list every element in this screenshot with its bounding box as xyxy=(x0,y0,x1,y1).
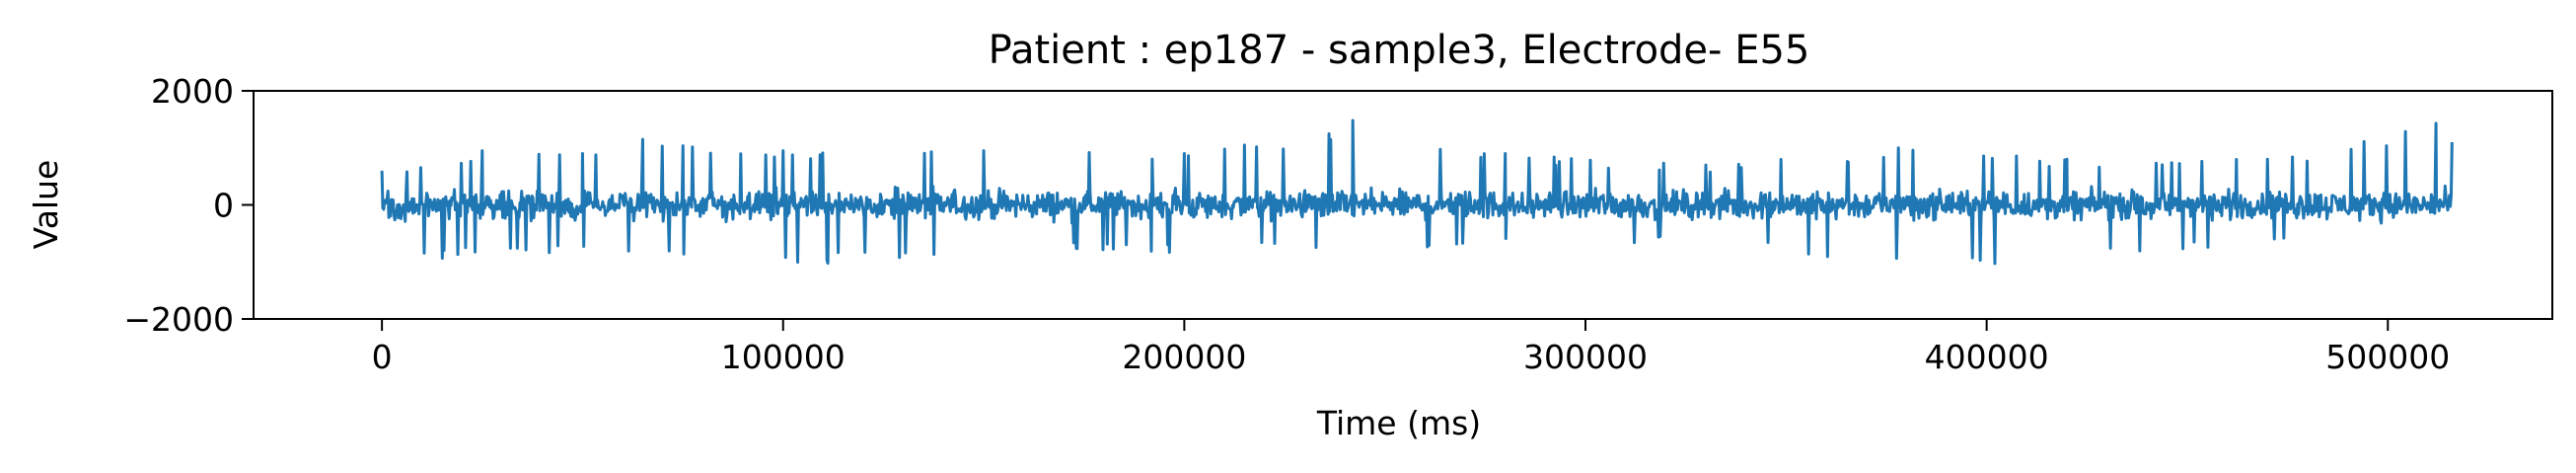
x-axis-ticks: 0 100000 200000 300000 400000 500000 xyxy=(372,319,2450,376)
y-axis-ticks: −2000 0 2000 xyxy=(123,72,254,339)
y-tick-label: 0 xyxy=(213,187,234,225)
x-tick-label: 200000 xyxy=(1122,338,1246,376)
chart-title: Patient : ep187 - sample3, Electrode- E5… xyxy=(989,28,1810,73)
series-line xyxy=(380,118,2454,266)
x-tick-label: 0 xyxy=(372,338,393,376)
x-axis-label: Time (ms) xyxy=(1316,404,1481,442)
plot-series-group xyxy=(380,118,2454,266)
x-tick-label: 300000 xyxy=(1523,338,1648,376)
y-tick-label: −2000 xyxy=(123,300,234,339)
x-tick-label: 100000 xyxy=(721,338,846,376)
y-tick-label: 2000 xyxy=(151,72,234,111)
y-axis-label: Value xyxy=(27,160,65,250)
x-tick-label: 400000 xyxy=(1925,338,2049,376)
x-tick-label: 500000 xyxy=(2325,338,2450,376)
